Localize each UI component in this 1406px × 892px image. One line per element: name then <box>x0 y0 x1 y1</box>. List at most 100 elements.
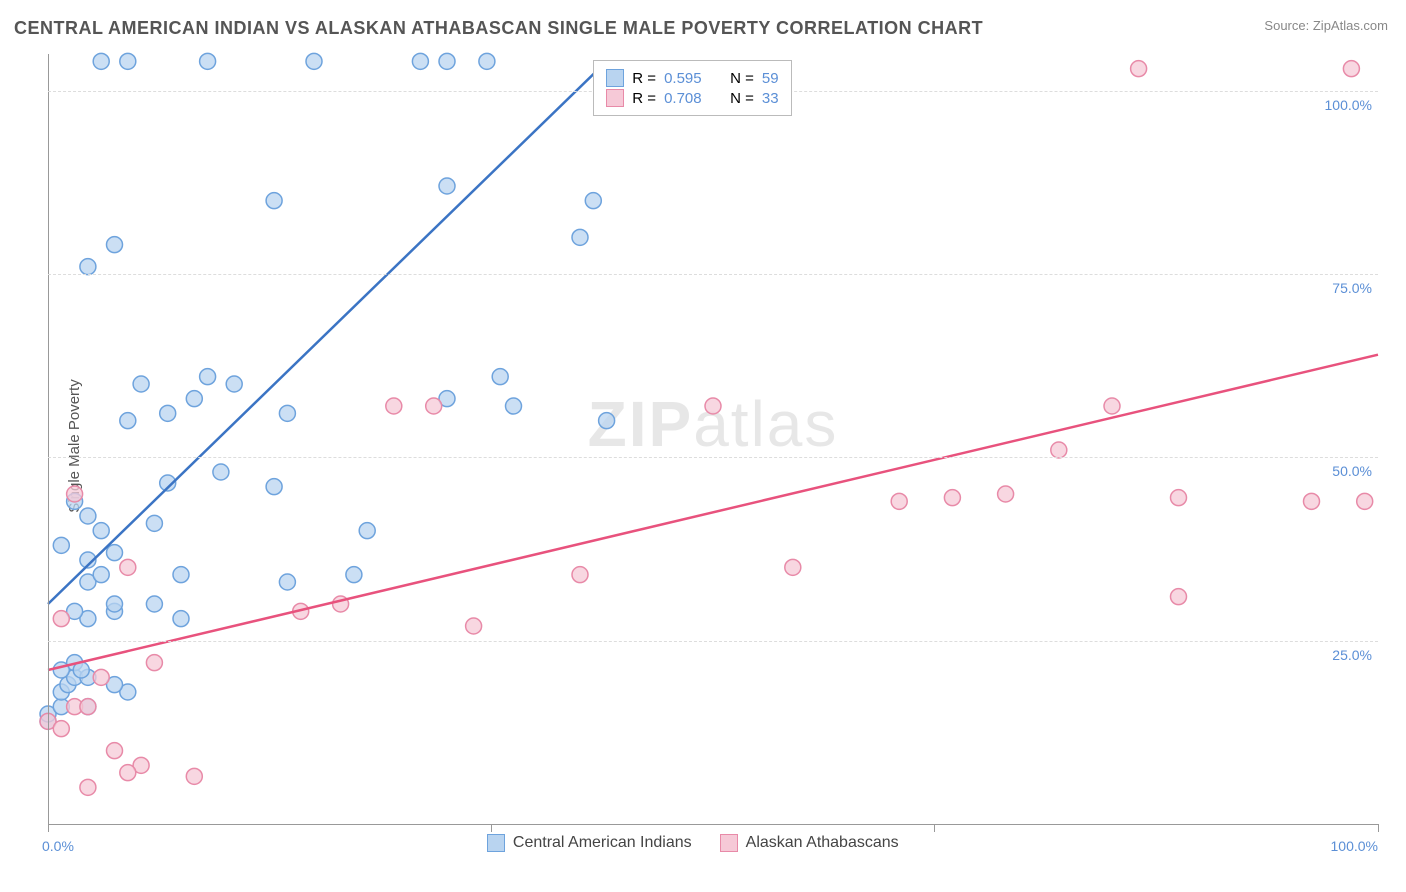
x-tick <box>491 824 492 832</box>
legend-r-value: 0.708 <box>664 90 702 107</box>
gridline <box>48 274 1378 275</box>
x-tick-label-right: 100.0% <box>1331 838 1378 854</box>
legend-r-label: R = <box>632 70 656 87</box>
plot-area: ZIPatlas 25.0%50.0%75.0%100.0%0.0%100.0% <box>48 54 1378 824</box>
scatter-point <box>146 515 162 531</box>
x-axis-line <box>48 824 1378 825</box>
scatter-point <box>107 237 123 253</box>
scatter-point <box>80 259 96 275</box>
scatter-point <box>200 369 216 385</box>
scatter-point <box>226 376 242 392</box>
scatter-point <box>107 743 123 759</box>
scatter-point <box>160 405 176 421</box>
scatter-point <box>998 486 1014 502</box>
y-tick-label: 25.0% <box>1332 647 1372 663</box>
scatter-point <box>359 523 375 539</box>
y-tick-label: 75.0% <box>1332 280 1372 296</box>
legend-n-label: N = <box>730 90 754 107</box>
legend-swatch <box>720 834 738 852</box>
scatter-point <box>200 53 216 69</box>
legend-r-value: 0.595 <box>664 70 702 87</box>
scatter-point <box>479 53 495 69</box>
legend-swatch <box>487 834 505 852</box>
source-attribution: Source: ZipAtlas.com <box>1264 18 1388 33</box>
scatter-point <box>146 655 162 671</box>
scatter-point <box>572 229 588 245</box>
scatter-point <box>1171 589 1187 605</box>
scatter-point <box>80 699 96 715</box>
scatter-point <box>279 405 295 421</box>
scatter-point <box>346 567 362 583</box>
legend-r-label: R = <box>632 90 656 107</box>
scatter-point <box>466 618 482 634</box>
scatter-point <box>80 508 96 524</box>
scatter-point <box>120 765 136 781</box>
x-tick <box>1378 824 1379 832</box>
scatter-point <box>279 574 295 590</box>
scatter-point <box>1304 493 1320 509</box>
scatter-point <box>572 567 588 583</box>
y-axis-line <box>48 54 49 824</box>
legend-swatch <box>606 69 624 87</box>
legend-row: R = 0.595 N = 59 <box>606 69 778 87</box>
legend-n-label: N = <box>730 70 754 87</box>
scatter-svg <box>48 54 1378 824</box>
scatter-point <box>53 537 69 553</box>
scatter-point <box>107 596 123 612</box>
scatter-point <box>1343 61 1359 77</box>
scatter-point <box>492 369 508 385</box>
scatter-point <box>93 669 109 685</box>
scatter-point <box>213 464 229 480</box>
scatter-point <box>1171 490 1187 506</box>
scatter-point <box>1357 493 1373 509</box>
scatter-point <box>120 53 136 69</box>
scatter-point <box>67 486 83 502</box>
legend-swatch <box>606 89 624 107</box>
legend-n-value: 33 <box>762 90 779 107</box>
source-label: Source: <box>1264 18 1309 33</box>
scatter-point <box>53 721 69 737</box>
scatter-point <box>426 398 442 414</box>
scatter-point <box>944 490 960 506</box>
scatter-point <box>93 523 109 539</box>
scatter-point <box>266 193 282 209</box>
series-legend-label: Central American Indians <box>513 834 692 852</box>
scatter-point <box>93 53 109 69</box>
scatter-point <box>80 779 96 795</box>
scatter-point <box>1051 442 1067 458</box>
scatter-point <box>306 53 322 69</box>
series-legend-item: Alaskan Athabascans <box>720 834 899 852</box>
scatter-point <box>120 559 136 575</box>
series-legend-label: Alaskan Athabascans <box>746 834 899 852</box>
y-tick-label: 50.0% <box>1332 463 1372 479</box>
gridline <box>48 457 1378 458</box>
regression-line <box>48 61 607 604</box>
scatter-point <box>173 567 189 583</box>
x-tick <box>48 824 49 832</box>
scatter-point <box>386 398 402 414</box>
scatter-point <box>891 493 907 509</box>
scatter-point <box>506 398 522 414</box>
scatter-point <box>439 178 455 194</box>
scatter-point <box>439 53 455 69</box>
source-site: ZipAtlas.com <box>1313 18 1388 33</box>
series-legend: Central American Indians Alaskan Athabasc… <box>487 834 899 852</box>
y-tick-label: 100.0% <box>1325 97 1372 113</box>
x-tick <box>934 824 935 832</box>
chart-title: CENTRAL AMERICAN INDIAN VS ALASKAN ATHAB… <box>14 18 983 39</box>
gridline <box>48 641 1378 642</box>
scatter-point <box>785 559 801 575</box>
scatter-point <box>186 768 202 784</box>
scatter-point <box>266 479 282 495</box>
scatter-point <box>107 545 123 561</box>
scatter-point <box>53 611 69 627</box>
series-legend-item: Central American Indians <box>487 834 692 852</box>
scatter-point <box>93 567 109 583</box>
scatter-point <box>133 376 149 392</box>
chart-container: CENTRAL AMERICAN INDIAN VS ALASKAN ATHAB… <box>0 0 1406 892</box>
scatter-point <box>173 611 189 627</box>
scatter-point <box>146 596 162 612</box>
scatter-point <box>1104 398 1120 414</box>
scatter-point <box>186 391 202 407</box>
scatter-point <box>585 193 601 209</box>
